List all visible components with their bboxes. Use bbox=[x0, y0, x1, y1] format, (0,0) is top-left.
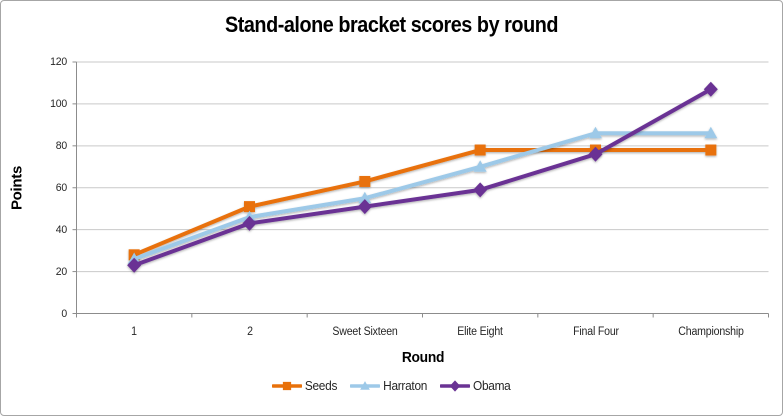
x-tick-label: Sweet Sixteen bbox=[332, 326, 398, 338]
y-axis-title: Points bbox=[8, 165, 26, 211]
chart-title: Stand-alone bracket scores by round bbox=[224, 12, 559, 37]
legend-label: Seeds bbox=[304, 379, 338, 393]
square-marker bbox=[359, 175, 371, 187]
y-axis-tick-labels: 0 20 40 60 80 100 120 bbox=[1, 1, 67, 415]
series-obama bbox=[127, 81, 718, 273]
series-line bbox=[132, 87, 713, 268]
legend-label: Obama bbox=[472, 379, 511, 393]
legend: Seeds Harraton Obama bbox=[1, 377, 782, 395]
x-tick-label: Championship bbox=[678, 326, 744, 338]
square-marker bbox=[244, 201, 255, 213]
square-marker bbox=[705, 144, 717, 156]
series-harraton bbox=[127, 126, 718, 265]
diamond-marker bbox=[473, 182, 488, 198]
x-tick-label: Elite Eight bbox=[457, 326, 503, 338]
y-tick-label: 100 bbox=[50, 97, 67, 110]
x-axis-title: Round bbox=[401, 349, 445, 366]
y-tick-label: 20 bbox=[55, 265, 67, 278]
triangle-marker bbox=[358, 191, 372, 204]
y-tick-label: 40 bbox=[55, 223, 67, 236]
triangle-legend-swatch bbox=[349, 381, 380, 390]
x-axis-tick-labels: 1 2 Sweet Sixteen Elite Eight Final Four Cham… bbox=[1, 326, 782, 342]
legend-item-obama: Obama bbox=[439, 379, 512, 393]
legend-label: Harraton bbox=[382, 379, 427, 393]
triangle-marker bbox=[359, 381, 370, 390]
y-tick-label: 60 bbox=[55, 181, 67, 194]
y-tick-label: 0 bbox=[61, 307, 67, 320]
diamond-legend-swatch bbox=[439, 380, 470, 392]
diamond-marker bbox=[242, 215, 257, 231]
series-line bbox=[132, 148, 713, 257]
triangle-marker bbox=[704, 126, 718, 139]
series-line bbox=[132, 131, 713, 262]
square-marker bbox=[474, 144, 486, 156]
diamond-marker bbox=[449, 380, 461, 392]
diamond-marker bbox=[127, 257, 142, 273]
x-tick-label: 2 bbox=[246, 326, 253, 338]
diamond-marker bbox=[588, 146, 603, 162]
square-marker bbox=[282, 381, 291, 391]
y-tick-label: 120 bbox=[50, 56, 67, 68]
series-seeds bbox=[128, 144, 717, 261]
y-tick-label: 80 bbox=[55, 139, 67, 152]
square-legend-swatch bbox=[271, 381, 302, 391]
triangle-marker bbox=[473, 160, 487, 172]
diamond-marker bbox=[357, 199, 372, 215]
legend-item-harraton: Harraton bbox=[349, 379, 428, 393]
legend-item-seeds: Seeds bbox=[271, 379, 338, 393]
x-tick-label: 1 bbox=[131, 326, 138, 338]
triangle-marker bbox=[589, 126, 602, 139]
x-tick-label: Final Four bbox=[572, 326, 619, 338]
diamond-marker bbox=[703, 81, 718, 97]
